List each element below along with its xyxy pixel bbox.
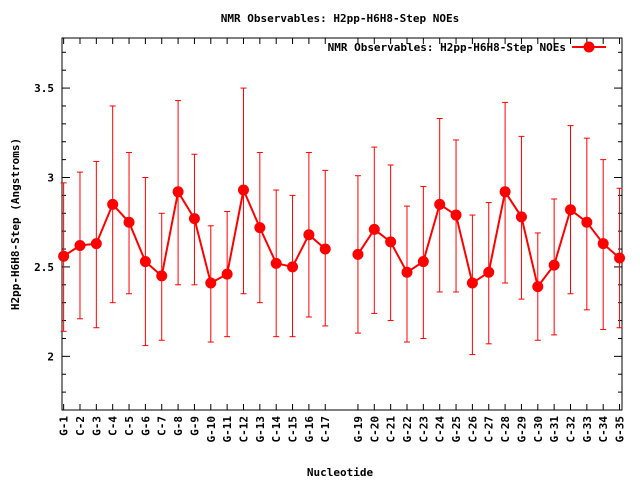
x-tick-label: C-32 — [564, 416, 577, 443]
data-point — [58, 250, 70, 262]
data-point — [205, 277, 217, 289]
x-tick-label: C-15 — [287, 416, 300, 443]
y-tick-label: 3 — [47, 172, 54, 185]
data-point — [156, 270, 168, 282]
data-point — [74, 239, 86, 251]
x-tick-label: G-22 — [401, 416, 414, 443]
data-point — [237, 184, 249, 196]
x-tick-label: G-3 — [90, 416, 103, 436]
y-tick-label: 2 — [47, 350, 54, 363]
data-point — [466, 277, 478, 289]
x-tick-label: C-26 — [466, 416, 479, 443]
x-tick-label: G-13 — [254, 416, 267, 443]
x-tick-label: G-16 — [303, 416, 316, 443]
data-point — [597, 238, 609, 250]
x-tick-label: C-24 — [434, 416, 447, 443]
x-tick-label: C-17 — [319, 416, 332, 443]
x-tick-label: G-1 — [58, 416, 71, 436]
data-point — [614, 252, 626, 264]
data-point — [417, 256, 429, 268]
data-point — [450, 209, 462, 221]
data-point — [303, 229, 315, 241]
legend-label: NMR Observables: H2pp-H6H8-Step NOEs — [328, 41, 566, 54]
x-tick-label: C-28 — [499, 416, 512, 443]
x-tick-label: G-6 — [139, 416, 152, 436]
x-tick-label: G-33 — [581, 416, 594, 443]
x-tick-label: C-7 — [156, 416, 169, 436]
data-point — [254, 222, 266, 234]
error-bars — [60, 87, 623, 356]
x-tick-label: C-5 — [123, 416, 136, 436]
data-point — [385, 236, 397, 248]
data-point — [123, 216, 135, 228]
x-tick-label: G-29 — [515, 416, 528, 443]
x-tick-label: G-11 — [221, 416, 234, 443]
x-tick-label: C-20 — [368, 416, 381, 443]
data-point — [172, 186, 184, 198]
data-point — [319, 243, 331, 255]
x-tick-label: G-9 — [188, 416, 201, 436]
x-tick-label: C-2 — [74, 416, 87, 436]
data-point — [368, 223, 380, 235]
x-tick-label: C-14 — [270, 416, 283, 443]
x-tick-label: C-27 — [483, 416, 496, 443]
data-point — [221, 268, 233, 280]
x-tick-label: C-4 — [107, 416, 120, 436]
plot-frame — [61, 37, 623, 411]
data-point — [270, 257, 282, 269]
x-tick-label: C-30 — [532, 416, 545, 443]
legend: NMR Observables: H2pp-H6H8-Step NOEs — [328, 41, 606, 54]
data-point — [499, 186, 511, 198]
x-tick-label: C-23 — [417, 416, 430, 443]
data-point — [564, 204, 576, 216]
x-tick-label: G-31 — [548, 416, 561, 443]
x-tick-label: G-25 — [450, 416, 463, 443]
data-point — [139, 256, 151, 268]
x-tick-label: C-21 — [385, 416, 398, 443]
data-points — [58, 184, 626, 293]
x-tick-label: C-34 — [597, 416, 610, 443]
chart-title: NMR Observables: H2pp-H6H8-Step NOEs — [221, 12, 459, 25]
data-point — [532, 281, 544, 293]
series-lines — [63, 186, 621, 289]
data-point — [548, 259, 560, 271]
data-point — [434, 198, 446, 210]
x-axis-label: Nucleotide — [307, 466, 374, 479]
x-tick-label: G-19 — [352, 416, 365, 443]
y-tick-label: 3.5 — [34, 82, 54, 95]
x-tick-label: G-8 — [172, 416, 185, 436]
x-tick-label: G-35 — [614, 416, 627, 443]
legend-swatch-marker — [583, 41, 595, 53]
data-point — [188, 213, 200, 225]
x-tick-label: C-12 — [237, 416, 250, 443]
data-point — [287, 261, 299, 273]
x-axis: G-1 C-2 G-3 C-4 C-5 G-6 C-7 G-8 G-9 G-10 G-11 C-12 G… — [58, 38, 627, 443]
data-point — [515, 211, 527, 223]
data-point — [483, 266, 495, 278]
data-point — [90, 238, 102, 250]
y-axis-label: H2pp-H6H8-Step (Angstroms) — [9, 138, 22, 310]
data-point — [401, 266, 413, 278]
y-tick-label: 2.5 — [34, 261, 54, 274]
data-point — [107, 198, 119, 210]
data-point — [581, 216, 593, 228]
x-tick-label: G-10 — [205, 416, 218, 443]
data-point — [352, 248, 364, 260]
y-axis: 2 2.5 3 3.5 — [34, 51, 622, 393]
